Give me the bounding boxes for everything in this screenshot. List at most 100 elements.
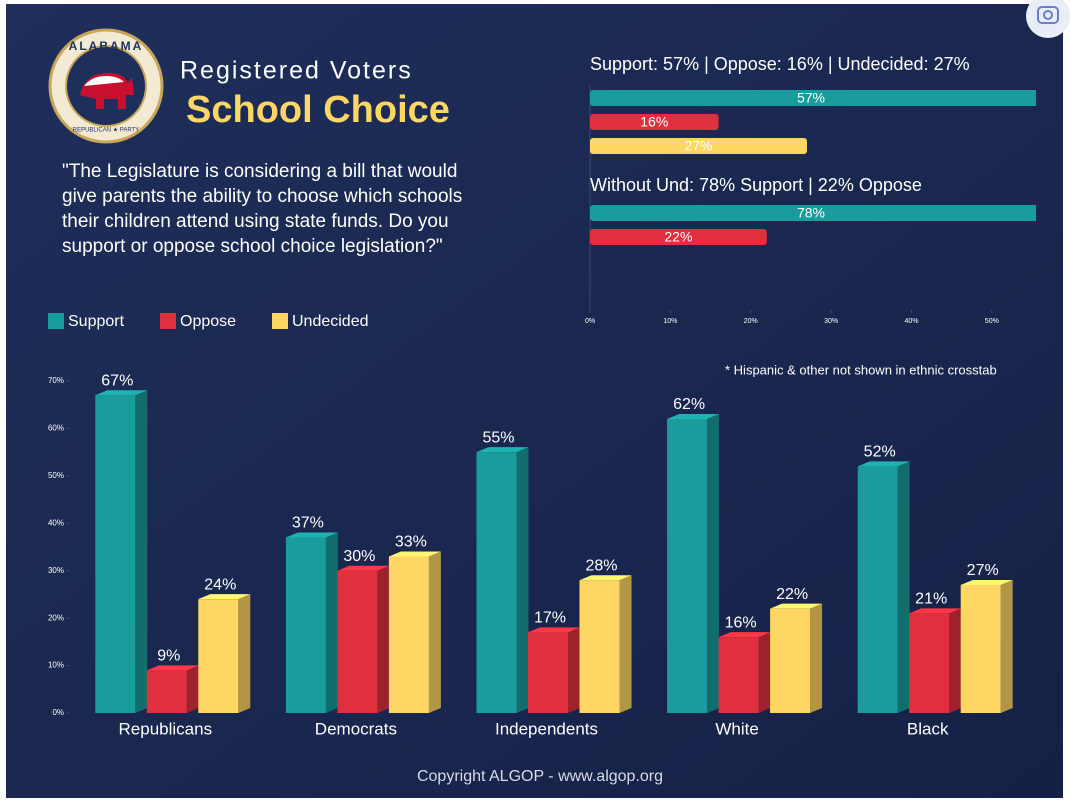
bar <box>667 418 708 713</box>
bar <box>590 90 1036 106</box>
bar <box>590 229 767 245</box>
value-label: 30% <box>343 548 375 565</box>
legend-label: Support <box>68 313 125 330</box>
x-tick-label: 10% <box>663 318 677 325</box>
bar-3d <box>528 627 580 713</box>
y-tick-label: 10% <box>48 661 64 670</box>
x-tick-label: 40% <box>904 318 918 325</box>
bar-3d <box>667 413 720 713</box>
group-title: Without Und: 78% Support | 22% Oppose <box>590 175 922 195</box>
bar-side <box>325 532 338 713</box>
logo-bottom: REPUBLICAN ★ PARTY <box>73 127 140 134</box>
bar <box>909 613 950 713</box>
bar-side <box>428 551 441 713</box>
bar <box>590 138 807 154</box>
y-tick-label: 40% <box>48 518 64 527</box>
bar <box>198 599 239 713</box>
bars <box>590 90 1036 245</box>
bar-3d <box>337 565 390 713</box>
value-label: 27% <box>684 138 712 154</box>
legend-label: Oppose <box>180 313 236 330</box>
question-line: "The Legislature is considering a bill t… <box>62 161 457 182</box>
bar <box>770 608 811 713</box>
x-tick-label: 30% <box>824 318 838 325</box>
value-label: 16% <box>725 614 757 631</box>
x-tick-label: 50% <box>985 318 999 325</box>
value-label: 22% <box>776 586 808 603</box>
value-label: 22% <box>664 229 692 245</box>
bar-top <box>528 627 580 633</box>
bar-top <box>770 603 823 609</box>
bar-3d <box>285 532 338 713</box>
legend-swatch <box>160 313 176 329</box>
bar-top <box>337 565 390 571</box>
value-label: 57% <box>797 90 825 106</box>
bar <box>337 570 378 713</box>
bar <box>590 205 1036 221</box>
bar <box>146 670 187 713</box>
note: * Hispanic & other not shown in ethnic c… <box>725 362 997 377</box>
y-tick-label: 0% <box>52 708 64 717</box>
bar-3d <box>476 447 529 713</box>
bar-3d <box>146 665 199 713</box>
bar-side <box>949 608 962 713</box>
bar-top <box>857 461 910 467</box>
y-tick-label: 20% <box>48 613 64 622</box>
bar-side <box>707 413 720 713</box>
bar-top <box>667 413 720 419</box>
camera-icon <box>1026 0 1070 38</box>
value-label: 67% <box>101 372 133 389</box>
bar <box>388 556 429 713</box>
bar-3d <box>770 603 823 713</box>
bar-top <box>285 532 338 538</box>
bar-3d <box>857 461 910 713</box>
value-label: 62% <box>673 396 705 413</box>
value-label: 24% <box>204 576 236 593</box>
bar-top <box>960 579 1013 585</box>
question: "The Legislature is considering a bill t… <box>62 161 462 257</box>
bar-side <box>1000 579 1013 713</box>
bar-3d <box>388 551 441 713</box>
bar-side <box>810 603 823 713</box>
footer: Copyright ALGOP - www.algop.org <box>417 768 663 785</box>
bar <box>95 395 136 713</box>
y-tick-label: 70% <box>48 376 64 385</box>
value-label: 21% <box>915 591 947 608</box>
x-tick-label: Black <box>907 719 949 738</box>
bar <box>579 580 620 713</box>
bar-side <box>186 665 199 713</box>
bar-top <box>579 575 632 581</box>
bar-3d <box>198 594 251 713</box>
legend-label: Undecided <box>292 313 369 330</box>
bar-side <box>758 632 771 713</box>
bar-side <box>135 390 148 713</box>
y-tick-label: 60% <box>48 424 64 433</box>
y-tick-label: 30% <box>48 566 64 575</box>
bar-top <box>476 447 529 453</box>
bar-top <box>909 608 962 614</box>
bar-side <box>568 627 580 713</box>
x-tick-label: Democrats <box>315 719 397 738</box>
bar-3d <box>95 390 148 713</box>
bar-side <box>377 565 390 713</box>
value-label: 28% <box>585 557 617 574</box>
bar <box>857 466 898 713</box>
bar-side <box>516 447 529 713</box>
bar <box>718 637 759 713</box>
group-title: Support: 57% | Oppose: 16% | Undecided: … <box>590 54 970 74</box>
value-label: 17% <box>534 610 566 627</box>
bar <box>960 584 1001 713</box>
bar-top <box>718 632 771 638</box>
bar <box>476 452 517 713</box>
value-label: 55% <box>482 429 514 446</box>
kicker: Registered Voters <box>180 57 413 85</box>
question-line: support or oppose school choice legislat… <box>62 236 443 257</box>
bar-top <box>95 390 148 396</box>
bar-side <box>619 575 632 713</box>
value-label: 27% <box>967 562 999 579</box>
x-tick-label: Independents <box>495 719 598 738</box>
bar-3d <box>718 632 771 713</box>
bar-top <box>198 594 251 600</box>
